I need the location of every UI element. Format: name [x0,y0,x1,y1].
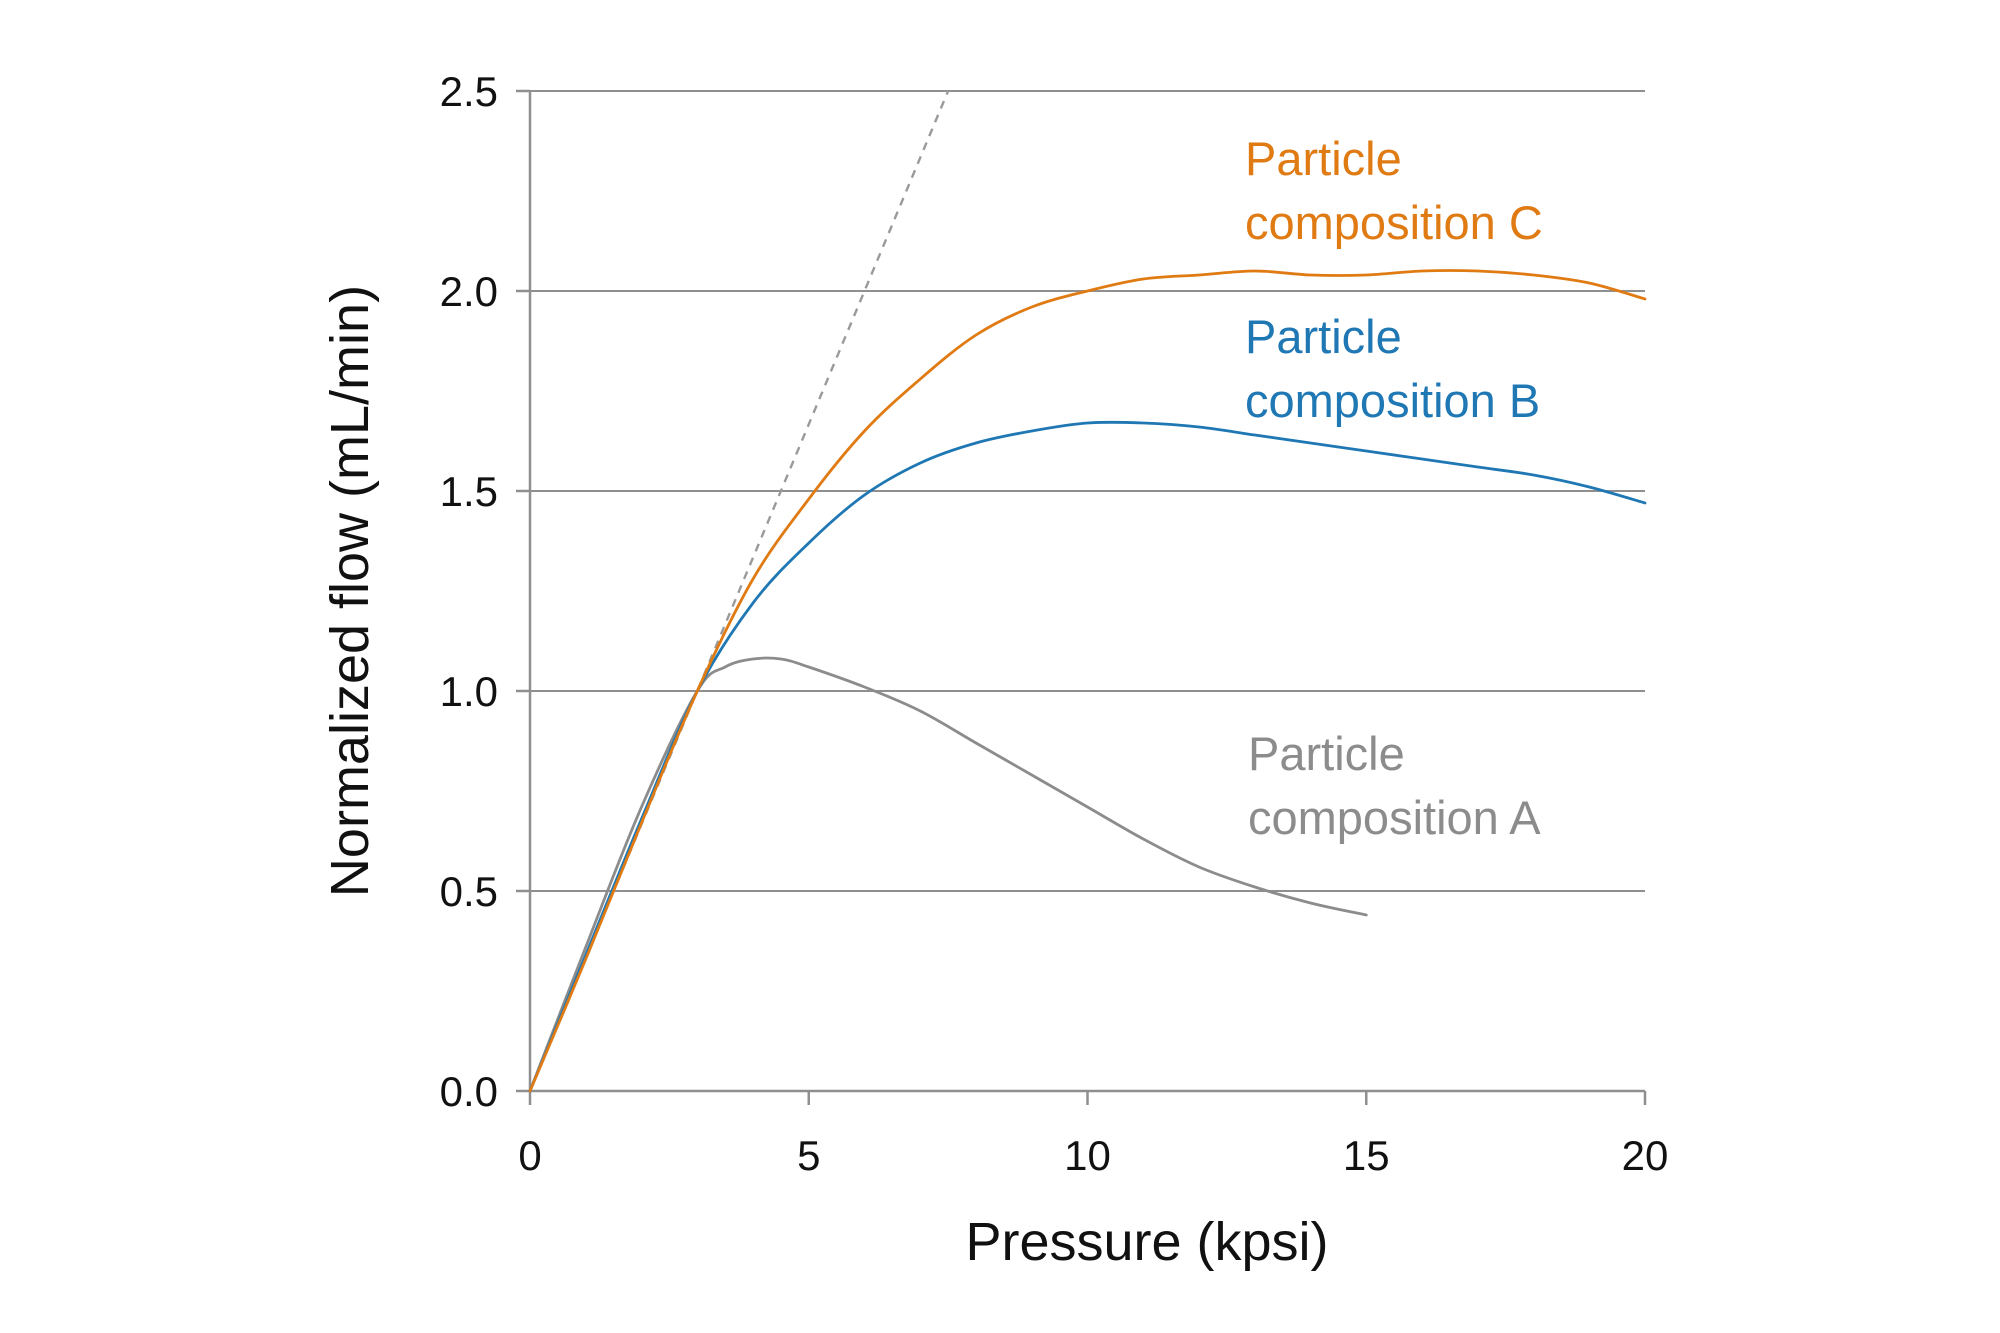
series-label-particle-composition-c: Particle composition C [1245,132,1543,249]
y-tick-label: 1.0 [440,668,498,715]
series [528,90,1647,1093]
series-label-line: Particle [1245,310,1402,363]
x-axis-title: Pressure (kpsi) [965,1212,1328,1272]
series-label-particle-composition-a: Particle composition A [1248,727,1541,844]
series-label-line: composition C [1245,196,1543,249]
y-tick-label: 0.5 [440,868,498,915]
y-tick-label: 0.0 [440,1068,498,1115]
series-label-particle-composition-b: Particle composition B [1245,310,1540,427]
grid-lines [530,90,1645,892]
x-tick-label: 5 [797,1132,820,1179]
y-tick-label: 2.5 [440,68,498,115]
series-label-line: composition A [1248,791,1541,844]
ticks: 0.0 0.5 1.0 1.5 2.0 2.5 0 5 10 15 20 [440,68,1669,1179]
series-labels: Particle composition C Particle composition… [1245,132,1543,844]
x-tick-label: 15 [1343,1132,1390,1179]
x-tick-label: 20 [1622,1132,1669,1179]
series-label-line: Particle [1248,727,1405,780]
x-tick-label: 10 [1064,1132,1111,1179]
series-line-particle-composition-a [528,656,1368,1093]
series-label-line: Particle [1245,132,1402,185]
series-label-line: composition B [1245,374,1540,427]
y-tick-label: 2.0 [440,268,498,315]
x-tick-label: 0 [518,1132,541,1179]
y-axis-title: Normalized flow (mL/min) [320,285,380,897]
series-line-particle-composition-c [528,269,1647,1093]
series-line-particle-composition-b [528,420,1647,1093]
y-tick-label: 1.5 [440,468,498,515]
